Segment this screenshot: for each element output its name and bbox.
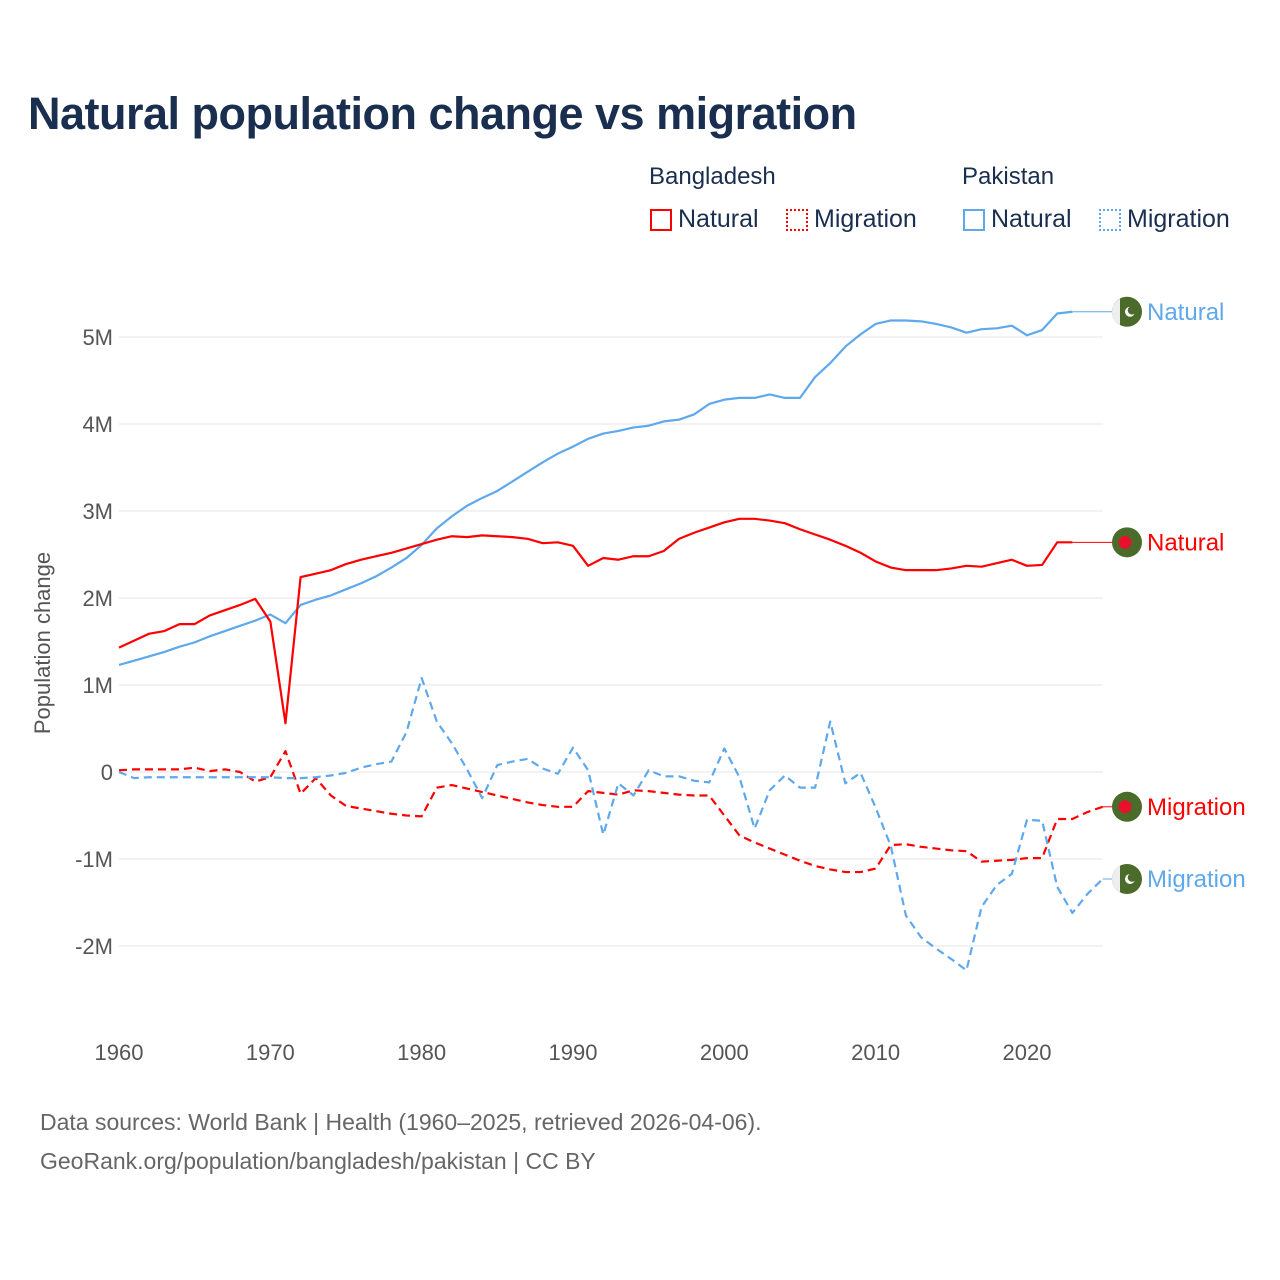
crescent-cut bbox=[1127, 873, 1137, 882]
legend-swatch-solid bbox=[650, 208, 672, 231]
series-end-label: Natural bbox=[1147, 299, 1224, 326]
footer-attribution: GeoRank.org/population/bangladesh/pakist… bbox=[40, 1148, 596, 1174]
y-tick-label: 5M bbox=[82, 325, 113, 350]
legend-swatch-dotted bbox=[786, 208, 808, 231]
x-tick-label: 2020 bbox=[1003, 1040, 1052, 1065]
y-tick-label: -1M bbox=[75, 847, 113, 872]
flag-white-band bbox=[1112, 298, 1120, 325]
series-end-label: Migration bbox=[1147, 794, 1246, 821]
flag-disc bbox=[1118, 800, 1132, 814]
series-end-label: Migration bbox=[1147, 866, 1246, 893]
legend-swatch-dotted bbox=[1099, 208, 1121, 231]
legend-label: Migration bbox=[1127, 205, 1230, 233]
chart-title: Natural population change vs migration bbox=[28, 88, 857, 139]
legend-label: Migration bbox=[814, 205, 917, 233]
legend-swatch-solid bbox=[963, 208, 985, 231]
series-line-pakistan-migration bbox=[118, 676, 1104, 972]
legend-label: Natural bbox=[678, 205, 759, 233]
legend-bangladesh-migration[interactable]: Migration bbox=[786, 205, 917, 234]
y-tick-label: -2M bbox=[75, 934, 113, 959]
x-tick-label: 1990 bbox=[549, 1040, 598, 1065]
x-tick-label: 2000 bbox=[700, 1040, 749, 1065]
legend-label: Natural bbox=[991, 205, 1072, 233]
y-tick-label: 0 bbox=[101, 760, 113, 785]
legend-pakistan-migration[interactable]: Migration bbox=[1099, 205, 1230, 234]
series-end-label: Natural bbox=[1147, 529, 1224, 556]
x-tick-label: 1970 bbox=[246, 1040, 295, 1065]
legend-group-pakistan: Pakistan bbox=[962, 163, 1055, 190]
series-line-bangladesh-migration bbox=[118, 750, 1104, 874]
footer-sources: Data sources: World Bank | Health (1960–… bbox=[40, 1109, 762, 1135]
y-tick-label: 1M bbox=[82, 673, 113, 698]
flag-white-band bbox=[1112, 865, 1120, 893]
legend-group-bangladesh: Bangladesh bbox=[649, 163, 776, 190]
crescent-cut bbox=[1127, 305, 1137, 315]
legend-bangladesh-natural[interactable]: Natural bbox=[650, 205, 759, 234]
y-tick-label: 3M bbox=[82, 499, 113, 524]
x-tick-label: 2010 bbox=[851, 1040, 900, 1065]
y-tick-label: 4M bbox=[82, 412, 113, 437]
flag-disc bbox=[1118, 535, 1132, 549]
x-tick-label: 1960 bbox=[95, 1040, 144, 1065]
legend-pakistan-natural[interactable]: Natural bbox=[963, 205, 1072, 234]
x-tick-label: 1980 bbox=[397, 1040, 446, 1065]
series-line-pakistan-natural bbox=[118, 310, 1073, 667]
y-tick-label: 2M bbox=[82, 586, 113, 611]
series-line-bangladesh-natural bbox=[118, 517, 1073, 725]
